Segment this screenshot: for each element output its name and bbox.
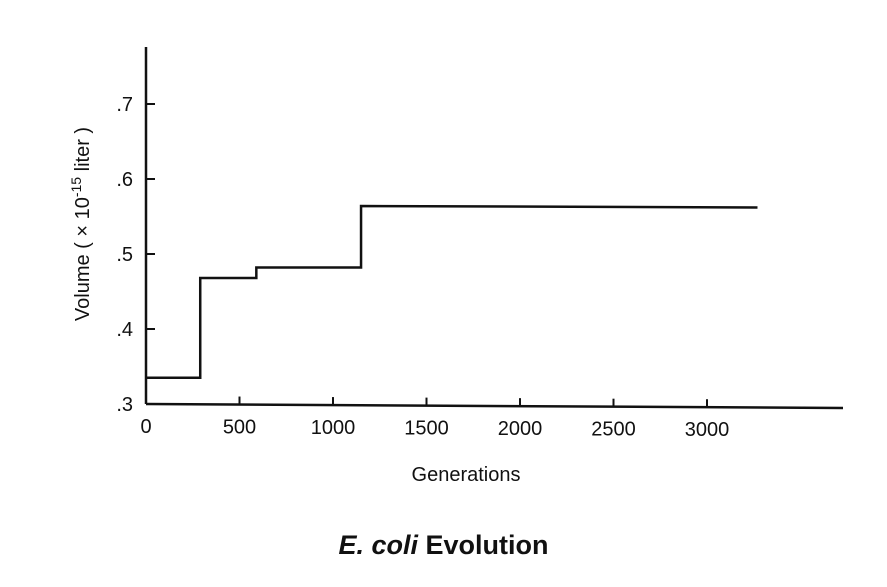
y-axis-title-exponent: -15 bbox=[68, 177, 84, 197]
chart-title-italic: E. coli bbox=[338, 530, 418, 560]
chart-title: E. coli Evolution bbox=[0, 530, 887, 561]
x-tick-label: 2500 bbox=[591, 419, 636, 441]
x-tick-label: 1000 bbox=[311, 417, 356, 439]
y-axis-title-suffix: liter ) bbox=[72, 127, 94, 177]
y-tick-label: .6 bbox=[116, 169, 133, 191]
y-axis-title: Volume ( × 10-15 liter ) bbox=[68, 127, 94, 321]
x-axis-line bbox=[145, 402, 844, 410]
x-tick-label: 2000 bbox=[498, 418, 543, 440]
y-tick-label: .5 bbox=[116, 244, 133, 266]
x-tick-label: 500 bbox=[223, 417, 256, 439]
y-tick-group: .3 .4 .5 .6 .7 bbox=[116, 94, 155, 416]
y-axis: .3 .4 .5 .6 .7 bbox=[116, 47, 155, 416]
series-line bbox=[146, 204, 758, 379]
y-tick-label: .3 bbox=[116, 394, 133, 416]
x-tick-group: 0 500 1000 1500 2000 2500 3000 bbox=[140, 396, 730, 441]
series-layer bbox=[146, 204, 758, 379]
x-tick-label: 1500 bbox=[404, 418, 449, 440]
x-axis-title: Generations bbox=[412, 464, 521, 486]
y-tick-label: .7 bbox=[116, 94, 133, 116]
x-axis: 0 500 1000 1500 2000 2500 3000 bbox=[140, 396, 844, 441]
chart-title-rest: Evolution bbox=[425, 530, 549, 560]
x-tick-label: 3000 bbox=[685, 419, 730, 441]
x-tick-label: 0 bbox=[140, 416, 151, 438]
y-tick-label: .4 bbox=[116, 319, 133, 341]
y-axis-title-prefix: Volume ( × 10 bbox=[72, 197, 94, 321]
